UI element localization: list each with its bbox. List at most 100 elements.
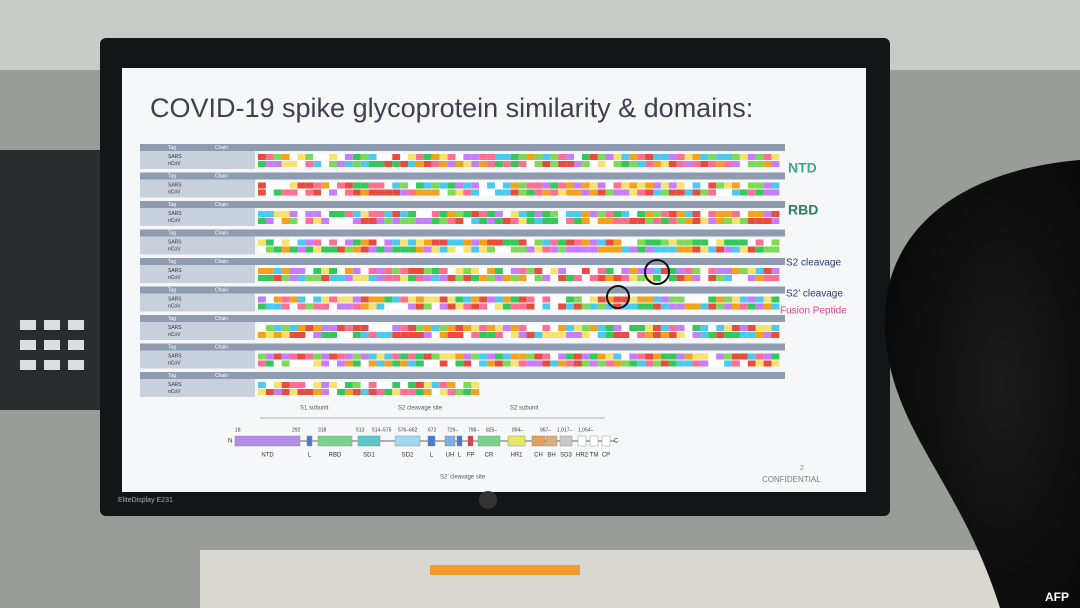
residue [589,296,598,303]
residue [574,268,582,274]
residue [463,303,472,310]
residue [692,332,701,338]
domain-label: CR [485,453,494,459]
residue [574,303,582,310]
residue [368,161,377,167]
residue [550,325,559,331]
residue [471,268,480,274]
residue [423,239,432,246]
residue [408,360,416,367]
residue [463,189,472,196]
residue [258,211,266,217]
residue [732,218,740,224]
residue [273,332,282,338]
residue [605,296,614,303]
residue [344,239,353,246]
residue [763,218,772,224]
residue [289,353,298,360]
residue [724,182,732,189]
residue [265,182,274,189]
residue [653,325,661,331]
residue [416,353,424,360]
residue [732,275,740,281]
residue [581,360,590,367]
position-label: 825– [486,427,497,433]
residue [542,239,551,246]
residue [708,303,717,310]
residue [463,239,472,246]
residue [755,268,764,274]
residue [329,303,337,310]
residue [613,275,622,281]
residue [392,239,401,246]
residue [376,218,385,224]
residue [645,296,653,303]
residue [684,246,693,253]
domain-label: NTD [261,453,274,459]
residue [416,239,424,246]
residue [455,382,464,388]
residue [368,303,377,310]
residue [344,182,353,189]
residue [376,182,385,189]
residue [352,211,361,217]
residue [455,218,464,224]
residue [629,325,638,331]
residue [629,211,638,217]
residue [739,268,748,274]
residue [408,239,416,246]
residue [408,382,416,388]
residue [739,275,748,281]
residue [352,218,361,224]
residue [692,296,701,303]
residue [471,239,480,246]
residue [258,332,266,338]
row-label: nCoV [168,332,181,338]
residue [502,275,511,281]
residue [439,303,448,310]
residue [423,303,432,310]
residue [510,268,519,274]
residue [360,218,369,224]
residue [605,360,614,367]
residue [668,189,677,196]
residue [558,211,567,217]
residue [337,332,345,338]
residue [692,246,701,253]
residue [289,296,298,303]
residue [297,218,306,224]
position-label: 576–662 [398,427,418,433]
residue [392,189,401,196]
column-header: Tag [168,316,176,322]
residue [692,275,701,281]
page-number: 2 [800,465,804,472]
residue [724,275,732,281]
residue [724,332,732,338]
residue [613,189,622,196]
residue [471,246,480,253]
residue [526,239,535,246]
residue [660,182,669,189]
residue [273,275,282,281]
residue [708,161,717,167]
residue [510,275,519,281]
residue [416,161,424,167]
residue [471,303,480,310]
residue [352,275,361,281]
residue [542,218,551,224]
row-label: nCoV [168,218,181,224]
residue [542,353,551,360]
residue [392,325,401,331]
residue [605,182,614,189]
residue [313,189,322,196]
residue [542,246,551,253]
residue [732,161,740,167]
residue [321,332,330,338]
residue [439,218,448,224]
residue [700,332,709,338]
residue [416,296,424,303]
watermark: AFP [1045,590,1069,604]
residue [329,161,337,167]
residue [684,154,693,160]
residue [439,296,448,303]
